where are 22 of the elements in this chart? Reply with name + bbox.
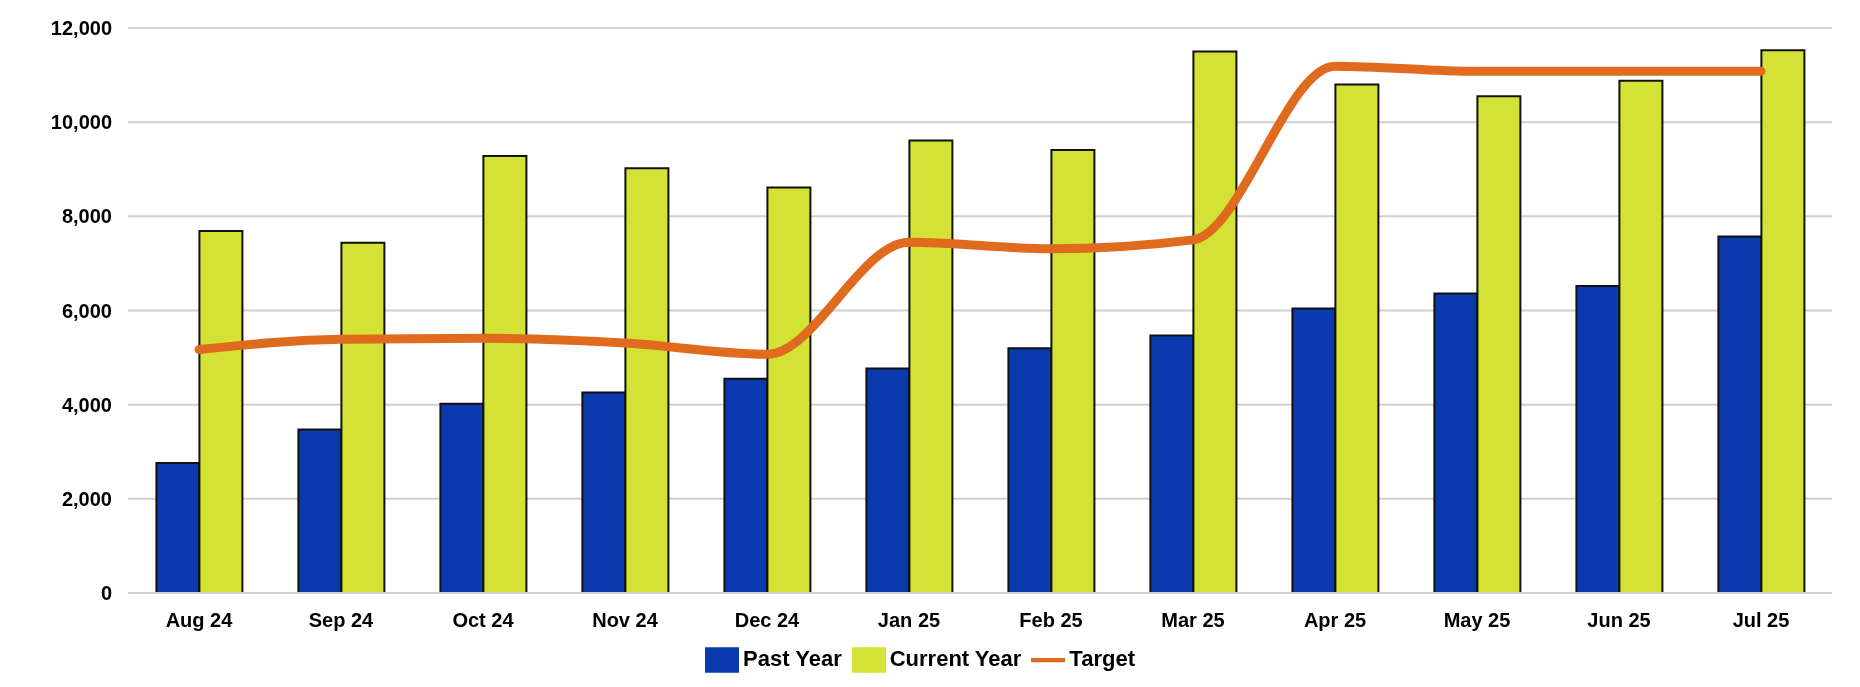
- x-tick-label: Apr 25: [1303, 609, 1367, 632]
- x-tick-label: Aug 24: [165, 609, 234, 632]
- x-tick-label: Nov 24: [592, 609, 659, 632]
- x-tick-label: Sep 24: [308, 609, 375, 632]
- x-tick-label: Jun 25: [1587, 609, 1651, 632]
- legend-label: Target: [1069, 645, 1135, 671]
- y-tick-label: 8,000: [61, 205, 112, 228]
- legend-label: Current Year: [889, 645, 1022, 671]
- y-tick-label: 6,000: [61, 299, 112, 322]
- x-tick-label: Oct 24: [452, 609, 515, 632]
- x-tick-label: Feb 25: [1019, 609, 1083, 632]
- y-tick-label: 0: [100, 582, 112, 605]
- x-tick-label: Dec 24: [734, 609, 801, 632]
- x-tick-label: Jan 25: [877, 609, 941, 632]
- x-tick-label: Jul 25: [1732, 609, 1790, 632]
- y-tick-label: 2,000: [61, 487, 112, 510]
- y-tick-label: 4,000: [61, 393, 112, 416]
- y-tick-label: 12,000: [50, 17, 112, 40]
- legend-label: Past Year: [743, 645, 842, 671]
- y-tick-label: 10,000: [50, 111, 112, 134]
- x-tick-label: Mar 25: [1161, 609, 1225, 632]
- x-tick-label: May 25: [1443, 609, 1511, 632]
